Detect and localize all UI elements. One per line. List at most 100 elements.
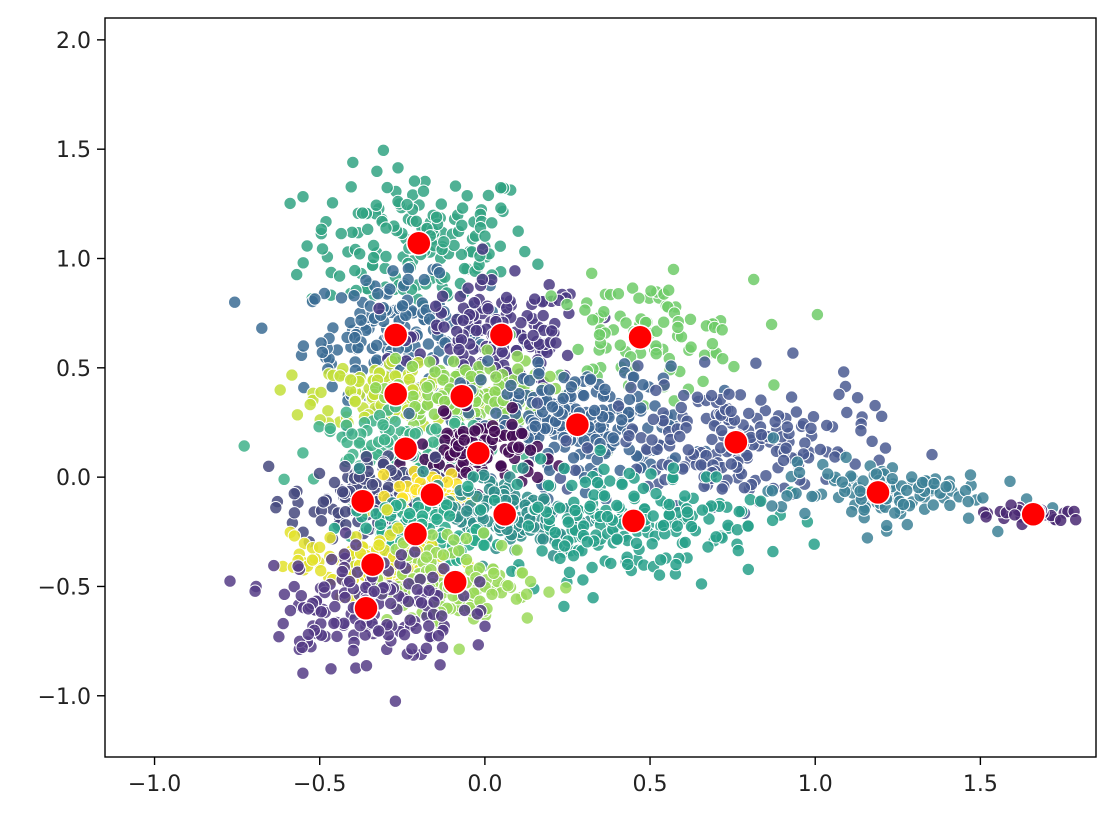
data-point-cluster-20 [294, 589, 308, 603]
data-point-cluster-5 [314, 385, 328, 400]
data-point-cluster-2 [348, 330, 362, 345]
data-point-cluster-20 [296, 666, 310, 680]
data-point-cluster-1 [518, 244, 532, 259]
data-point-cluster-10 [850, 391, 865, 405]
data-point-cluster-11 [327, 475, 342, 490]
data-point-cluster-16 [900, 483, 914, 498]
data-point-cluster-14 [678, 489, 692, 503]
data-point-cluster-20 [435, 640, 450, 655]
data-point-cluster-16 [839, 450, 853, 464]
data-point-cluster-3 [542, 278, 556, 292]
data-point-cluster-9 [436, 404, 451, 418]
data-point-cluster-5 [273, 383, 287, 397]
data-point-cluster-15 [477, 538, 491, 552]
data-point-cluster-3 [508, 264, 522, 278]
data-point-cluster-10 [530, 396, 544, 410]
y-tick-label: −0.5 [38, 575, 91, 600]
data-point-cluster-10 [740, 448, 754, 463]
data-point-cluster-16 [900, 517, 914, 532]
data-point-cluster-3 [536, 308, 550, 323]
data-point-cluster-10 [698, 355, 712, 369]
data-point-cluster-1 [366, 250, 381, 265]
data-point-cluster-10 [848, 457, 862, 471]
data-point-cluster-1 [494, 181, 508, 195]
data-point-cluster-12 [376, 467, 391, 482]
cluster-center-2 [382, 322, 409, 348]
data-point-cluster-20 [277, 587, 292, 601]
data-point-cluster-16 [905, 470, 919, 484]
data-point-cluster-4 [619, 316, 633, 330]
y-tick-label: −1.0 [38, 685, 91, 710]
data-point-cluster-3 [435, 289, 450, 303]
data-point-cluster-18 [312, 540, 327, 554]
data-point-cluster-1 [283, 196, 297, 211]
data-point-cluster-8 [277, 472, 291, 486]
data-point-cluster-1 [460, 189, 474, 203]
data-point-cluster-11 [314, 514, 329, 528]
data-point-cluster-15 [442, 509, 457, 523]
data-point-cluster-11 [287, 487, 301, 501]
data-point-cluster-14 [553, 551, 567, 566]
data-point-cluster-14 [807, 537, 821, 551]
x-tick-label: 1.0 [798, 772, 833, 797]
data-point-cluster-4 [644, 284, 658, 298]
data-point-cluster-14 [610, 532, 624, 546]
data-point-cluster-19 [520, 611, 534, 625]
data-point-cluster-20 [272, 630, 286, 644]
data-point-cluster-11 [359, 450, 374, 464]
data-point-cluster-4 [671, 320, 685, 335]
data-point-cluster-16 [780, 489, 794, 503]
data-point-cluster-3 [499, 290, 514, 305]
data-point-cluster-20 [473, 575, 487, 589]
data-point-cluster-7 [634, 401, 648, 415]
data-point-cluster-14 [694, 577, 709, 591]
data-point-cluster-20 [301, 627, 316, 642]
data-point-cluster-19 [436, 548, 451, 562]
data-point-cluster-9 [468, 424, 482, 438]
data-point-cluster-10 [631, 359, 645, 373]
cluster-center-15 [402, 521, 429, 547]
data-point-cluster-16 [927, 476, 941, 491]
data-point-cluster-1 [376, 143, 391, 158]
data-point-cluster-20 [349, 538, 363, 552]
data-point-cluster-14 [741, 562, 755, 577]
data-point-cluster-10 [677, 388, 691, 403]
data-point-cluster-4 [705, 337, 720, 351]
data-point-cluster-3 [475, 272, 490, 287]
data-point-cluster-20 [470, 607, 484, 621]
data-point-cluster-14 [629, 536, 644, 550]
data-point-cluster-20 [346, 643, 360, 658]
data-point-cluster-14 [731, 543, 745, 558]
data-point-cluster-14 [621, 557, 635, 572]
data-point-cluster-20 [338, 590, 352, 605]
y-tick-label: 0.0 [56, 466, 91, 491]
data-point-cluster-6 [446, 354, 461, 369]
data-point-cluster-1 [361, 222, 375, 237]
data-point-cluster-7 [583, 372, 598, 386]
data-point-cluster-4 [544, 289, 558, 303]
data-point-cluster-14 [709, 530, 723, 544]
data-point-cluster-11 [338, 505, 353, 519]
data-point-cluster-14 [680, 505, 695, 519]
data-point-cluster-10 [804, 421, 818, 435]
data-point-cluster-1 [332, 269, 347, 283]
data-point-cluster-14 [600, 509, 615, 524]
data-point-cluster-1 [290, 267, 304, 282]
data-point-cluster-14 [604, 556, 618, 571]
data-point-cluster-4 [684, 340, 698, 354]
data-point-cluster-8 [408, 427, 422, 441]
data-point-cluster-10 [840, 405, 854, 420]
data-point-cluster-14 [701, 540, 715, 554]
data-point-cluster-16 [860, 531, 875, 545]
data-point-cluster-4 [649, 347, 663, 361]
y-axis-ticks: −1.0 −0.5 0.0 0.5 1.0 1.5 2.0 [38, 29, 105, 710]
data-point-cluster-2 [228, 295, 242, 309]
data-point-cluster-14 [627, 489, 641, 503]
data-point-cluster-8 [429, 422, 443, 436]
data-point-cluster-16 [845, 505, 859, 519]
data-point-cluster-4 [592, 328, 607, 342]
data-point-cluster-11 [336, 485, 350, 499]
y-tick-label: 1.5 [56, 138, 91, 163]
data-point-cluster-1 [437, 235, 451, 249]
data-point-cluster-20 [419, 641, 434, 655]
